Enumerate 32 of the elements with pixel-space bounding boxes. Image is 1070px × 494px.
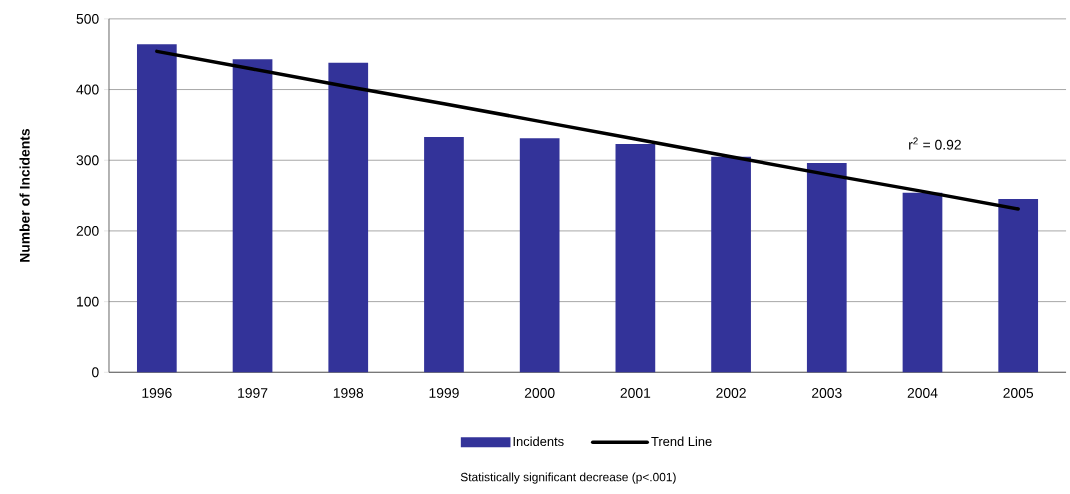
x-tick-label: 2002	[716, 387, 746, 398]
bar	[519, 138, 560, 373]
bar	[424, 136, 464, 373]
x-tick-label: 2005	[1003, 387, 1034, 398]
legend-label: Trend Line	[651, 436, 712, 446]
legend-label: Incidents	[513, 436, 564, 446]
y-tick-label: 100	[77, 296, 99, 307]
bar	[902, 192, 943, 373]
annotation: r$^{2}$ = 0.92	[909, 137, 961, 150]
line-series	[155, 49, 1020, 211]
bar	[615, 143, 656, 373]
y-tick-label: 200	[76, 225, 99, 236]
bar	[328, 62, 369, 373]
y-axis-title: Number of Incidents	[19, 128, 30, 262]
bar	[998, 198, 1039, 373]
x-tick-label: 2003	[812, 387, 842, 398]
y-tick-label: 400	[76, 84, 99, 95]
text: Statistically significant decrease (p<.001)	[460, 472, 676, 484]
bar	[711, 156, 751, 373]
x-tick-label: 2001	[620, 387, 651, 398]
x-tick-label: 1997	[238, 387, 268, 398]
x-tick-label: 2000	[524, 387, 555, 398]
x-tick-label: 1996	[142, 387, 172, 398]
bar	[136, 44, 177, 373]
x-tick-label: 2004	[907, 387, 938, 398]
x-tick-label: 1999	[429, 387, 459, 398]
x-tick-label: 1998	[333, 387, 364, 398]
y-tick-label: 500	[76, 13, 99, 24]
y-tick-label: 300	[76, 155, 99, 165]
bar	[232, 58, 273, 373]
y-tick-label: 0	[92, 367, 99, 378]
bar	[806, 162, 847, 373]
